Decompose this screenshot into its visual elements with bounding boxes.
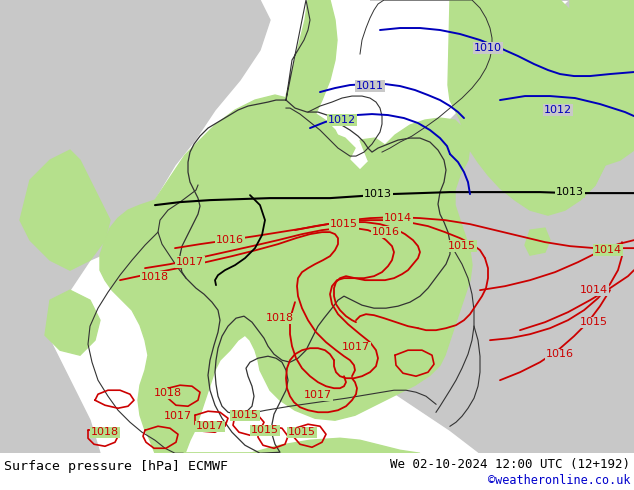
Text: 1011: 1011: [356, 81, 384, 91]
Text: 1012: 1012: [328, 115, 356, 125]
Text: 1014: 1014: [384, 213, 412, 223]
Text: 1015: 1015: [580, 317, 608, 327]
Polygon shape: [528, 0, 634, 200]
Polygon shape: [360, 0, 634, 453]
Text: 1014: 1014: [580, 285, 608, 295]
Text: 1015: 1015: [330, 219, 358, 229]
Text: 1016: 1016: [546, 349, 574, 359]
Text: 1017: 1017: [342, 342, 370, 352]
Polygon shape: [315, 132, 355, 158]
Text: 1015: 1015: [288, 427, 316, 437]
Polygon shape: [0, 0, 270, 453]
Text: 1018: 1018: [141, 272, 169, 282]
Polygon shape: [45, 290, 100, 355]
Text: We 02-10-2024 12:00 UTC (12+192): We 02-10-2024 12:00 UTC (12+192): [390, 458, 630, 471]
Polygon shape: [448, 0, 615, 215]
Polygon shape: [100, 95, 472, 453]
Text: 1014: 1014: [594, 245, 622, 255]
Text: 1015: 1015: [448, 241, 476, 251]
Polygon shape: [360, 138, 388, 165]
Text: 1016: 1016: [372, 227, 400, 237]
Text: 1010: 1010: [474, 43, 502, 53]
Text: 1017: 1017: [196, 421, 224, 431]
Text: ©weatheronline.co.uk: ©weatheronline.co.uk: [488, 473, 630, 487]
Text: 1015: 1015: [231, 410, 259, 420]
Polygon shape: [20, 150, 110, 270]
Text: 1013: 1013: [556, 187, 584, 197]
Text: 1017: 1017: [164, 411, 192, 421]
Text: 1018: 1018: [91, 427, 119, 437]
Polygon shape: [0, 0, 90, 453]
Text: 1013: 1013: [364, 189, 392, 199]
Text: 1017: 1017: [304, 390, 332, 400]
Text: 1015: 1015: [251, 425, 279, 435]
Text: 1016: 1016: [216, 235, 244, 245]
Polygon shape: [285, 0, 337, 130]
Text: 1017: 1017: [176, 257, 204, 267]
Polygon shape: [185, 438, 420, 453]
Text: Surface pressure [hPa] ECMWF: Surface pressure [hPa] ECMWF: [4, 460, 228, 473]
Text: 1018: 1018: [266, 313, 294, 323]
Text: 1018: 1018: [154, 388, 182, 398]
Text: 1012: 1012: [544, 105, 572, 115]
Polygon shape: [525, 228, 550, 255]
Polygon shape: [0, 0, 130, 453]
